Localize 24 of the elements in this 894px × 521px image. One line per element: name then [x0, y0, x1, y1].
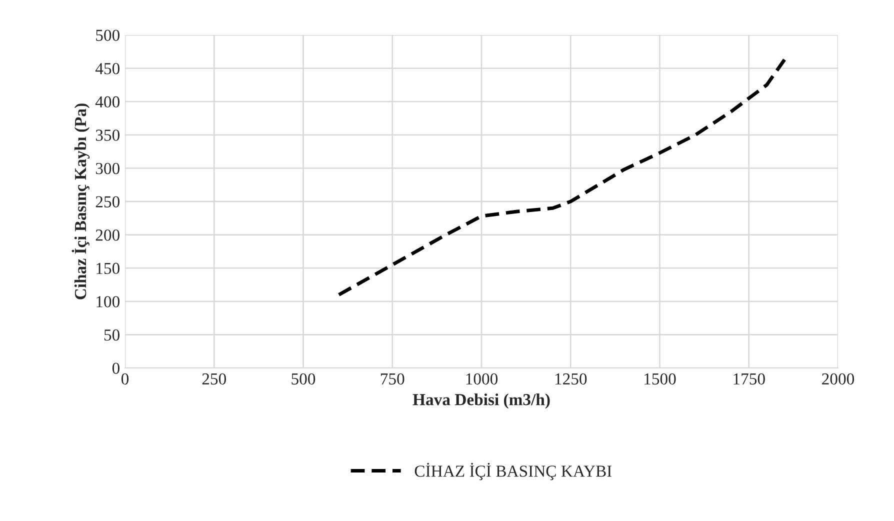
legend-label: CİHAZ İÇİ BASINÇ KAYBI [414, 462, 612, 480]
y-tick-label: 500 [96, 30, 120, 41]
y-tick-label: 0 [112, 362, 120, 374]
y-tick-label: 50 [104, 329, 120, 341]
line-series [337, 58, 786, 296]
y-tick-label: 100 [96, 296, 120, 308]
x-tick-label: 0 [121, 373, 129, 385]
y-tick-label: 400 [95, 96, 120, 108]
x-tick-label: 750 [380, 373, 404, 385]
y-tick-label: 350 [96, 130, 120, 141]
x-tick-label: 1250 [555, 373, 587, 385]
x-tick-label: 500 [292, 373, 316, 385]
x-tick-label: 2000 [822, 373, 854, 385]
x-tick-label: 250 [202, 373, 226, 385]
y-tick-label: 150 [96, 262, 120, 274]
y-tick-label: 300 [96, 162, 120, 174]
y-tick-label: 450 [95, 63, 120, 74]
y-tick-label: 200 [96, 230, 120, 241]
y-tick-label: 250 [96, 196, 120, 208]
x-axis-title: Hava Debisi (m3/h) [412, 394, 550, 409]
x-tick-label: 1750 [734, 373, 765, 385]
x-tick-label: 1000 [466, 373, 498, 385]
y-axis-title: Cihaz İçi Basınç Kaybı (Pa) [72, 104, 90, 300]
x-tick-label: 1500 [644, 373, 676, 385]
